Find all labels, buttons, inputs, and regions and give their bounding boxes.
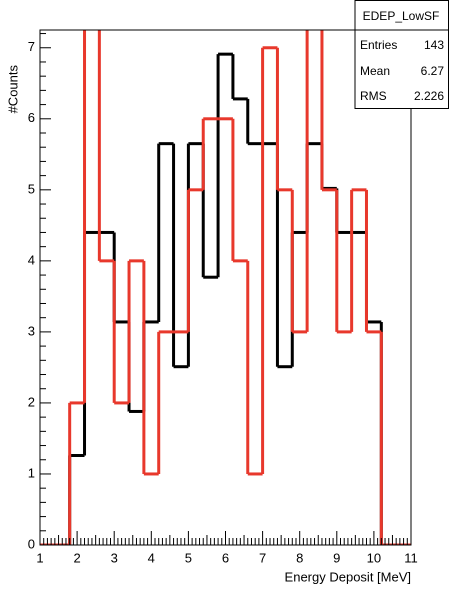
y-tick-label: 5 <box>28 181 35 196</box>
x-tick-label: 9 <box>333 550 340 565</box>
x-tick-label: 1 <box>36 550 43 565</box>
x-tick-label: 7 <box>259 550 266 565</box>
plot-area <box>40 30 411 545</box>
x-tick-label: 11 <box>404 550 418 565</box>
stats-box: EDEP_LowSF Entries 143 Mean 6.27 RMS 2.2… <box>354 0 449 109</box>
x-tick-label: 4 <box>148 550 155 565</box>
x-tick-label: 10 <box>367 550 381 565</box>
x-tick-label: 8 <box>296 550 303 565</box>
stats-frame <box>354 0 449 109</box>
y-tick-label: 2 <box>28 394 35 409</box>
y-tick-label: 0 <box>28 536 35 551</box>
stats-key: RMS <box>360 89 387 103</box>
y-axis-label: #Counts <box>5 65 20 114</box>
x-tick-label: 6 <box>222 550 229 565</box>
stats-value: 2.226 <box>414 89 444 103</box>
stats-value: 143 <box>424 38 444 52</box>
y-tick-label: 1 <box>28 465 35 480</box>
stats-key: Mean <box>360 64 390 78</box>
y-tick-label: 7 <box>28 39 35 54</box>
x-axis-label: Energy Deposit [MeV] <box>285 569 411 584</box>
x-tick-label: 3 <box>111 550 118 565</box>
y-tick-label: 6 <box>28 110 35 125</box>
y-tick-label: 3 <box>28 323 35 338</box>
stats-value: 6.27 <box>421 64 445 78</box>
stats-key: Entries <box>360 38 397 52</box>
x-tick-label: 5 <box>185 550 192 565</box>
y-tick-label: 4 <box>28 252 35 267</box>
x-tick-label: 2 <box>73 550 80 565</box>
stats-title: EDEP_LowSF <box>363 9 440 23</box>
